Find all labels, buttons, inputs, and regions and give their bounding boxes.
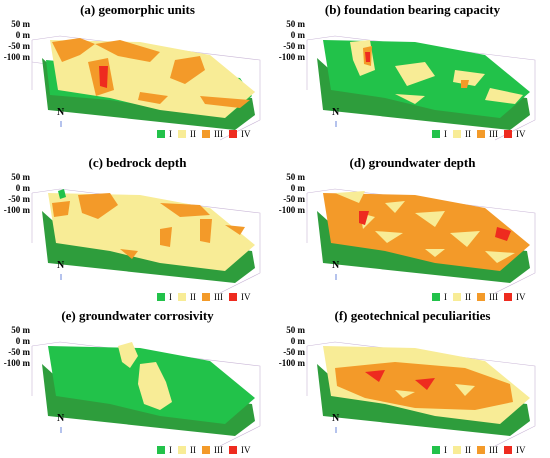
legend-item-I: I bbox=[432, 129, 447, 139]
north-arrow-icon bbox=[60, 121, 62, 127]
axis-label-50m: 50 m bbox=[286, 19, 305, 29]
legend-item-IV: IV bbox=[504, 292, 526, 302]
legend-item-II: II bbox=[453, 445, 471, 455]
axis-label-0m: 0 m bbox=[15, 30, 30, 40]
north-label: N bbox=[57, 107, 65, 118]
north-arrow-icon bbox=[335, 274, 337, 280]
north-arrow-icon bbox=[60, 427, 62, 433]
foundation-bearing-capacity-map bbox=[306, 35, 536, 141]
legend-item-I: I bbox=[157, 292, 172, 302]
legend-item-IV: IV bbox=[504, 129, 526, 139]
legend-item-III: III bbox=[202, 292, 223, 302]
legend-item-I: I bbox=[157, 445, 172, 455]
legend-item-IV: IV bbox=[229, 445, 251, 455]
axis-label-0m: 0 m bbox=[15, 183, 30, 193]
legend-item-IV: IV bbox=[229, 292, 251, 302]
axis-label-minus-50m: -50 m bbox=[283, 347, 305, 357]
panel-c: (c) bedrock depth 50 m 0 m -50 m -100 m … bbox=[0, 153, 275, 305]
north-label: N bbox=[332, 413, 340, 424]
north-label: N bbox=[57, 260, 65, 271]
axis-label-minus-50m: -50 m bbox=[8, 41, 30, 51]
north-arrow-icon bbox=[335, 121, 337, 127]
legend-item-III: III bbox=[477, 292, 498, 302]
axis-label-minus-50m: -50 m bbox=[8, 347, 30, 357]
legend-item-II: II bbox=[453, 129, 471, 139]
legend-item-II: II bbox=[178, 445, 196, 455]
north-label: N bbox=[332, 260, 340, 271]
legend: I II III IV bbox=[432, 128, 526, 140]
panel-d: (d) groundwater depth 50 m 0 m -50 m -10… bbox=[275, 153, 550, 305]
panel-b: (b) foundation bearing capacity 50 m 0 m… bbox=[275, 0, 550, 152]
legend-item-II: II bbox=[178, 292, 196, 302]
legend-item-IV: IV bbox=[504, 445, 526, 455]
panel-title: (c) bedrock depth bbox=[88, 155, 187, 170]
panel-e: (e) groundwater corrosivity 50 m 0 m -50… bbox=[0, 306, 275, 458]
axis-label-minus-100m: -100 m bbox=[3, 52, 30, 62]
panel-title: (e) groundwater corrosivity bbox=[61, 308, 214, 323]
legend: I II III IV bbox=[432, 444, 526, 456]
panel-title: (d) groundwater depth bbox=[349, 155, 476, 170]
legend-item-III: III bbox=[202, 445, 223, 455]
axis-label-0m: 0 m bbox=[290, 30, 305, 40]
legend-item-II: II bbox=[453, 292, 471, 302]
panel-a: (a) geomorphic units 50 m 0 m -50 m -100… bbox=[0, 0, 275, 152]
legend-item-III: III bbox=[477, 129, 498, 139]
legend: I II III IV bbox=[432, 291, 526, 303]
axis-label-50m: 50 m bbox=[286, 172, 305, 182]
legend: I II III IV bbox=[157, 128, 251, 140]
geotechnical-peculiarities-map bbox=[306, 341, 536, 447]
axis-label-50m: 50 m bbox=[286, 325, 305, 335]
legend-item-III: III bbox=[202, 129, 223, 139]
axis-label-50m: 50 m bbox=[11, 172, 30, 182]
axis-label-0m: 0 m bbox=[290, 336, 305, 346]
legend: I II III IV bbox=[157, 444, 251, 456]
axis-label-50m: 50 m bbox=[11, 325, 30, 335]
axis-label-minus-100m: -100 m bbox=[278, 52, 305, 62]
groundwater-depth-map bbox=[306, 188, 536, 294]
axis-label-minus-50m: -50 m bbox=[8, 194, 30, 204]
panel-title: (f) geotechnical peculiarities bbox=[334, 308, 491, 323]
north-arrow-icon bbox=[60, 274, 62, 280]
legend: I II III IV bbox=[157, 291, 251, 303]
axis-label-minus-100m: -100 m bbox=[278, 205, 305, 215]
axis-label-minus-100m: -100 m bbox=[278, 358, 305, 368]
panel-title: (a) geomorphic units bbox=[80, 2, 195, 17]
axis-label-minus-100m: -100 m bbox=[3, 205, 30, 215]
groundwater-corrosivity-map bbox=[31, 341, 261, 447]
legend-item-I: I bbox=[157, 129, 172, 139]
north-label: N bbox=[332, 107, 340, 118]
bedrock-depth-map bbox=[31, 188, 261, 294]
axis-label-minus-50m: -50 m bbox=[283, 41, 305, 51]
axis-label-50m: 50 m bbox=[11, 19, 30, 29]
north-label: N bbox=[57, 413, 65, 424]
axis-label-minus-100m: -100 m bbox=[3, 358, 30, 368]
axis-label-minus-50m: -50 m bbox=[283, 194, 305, 204]
geomorphic-units-map bbox=[31, 35, 261, 141]
legend-item-III: III bbox=[477, 445, 498, 455]
panel-f: (f) geotechnical peculiarities 50 m 0 m … bbox=[275, 306, 550, 458]
panel-title: (b) foundation bearing capacity bbox=[324, 2, 501, 17]
legend-item-II: II bbox=[178, 129, 196, 139]
axis-label-0m: 0 m bbox=[290, 183, 305, 193]
legend-item-IV: IV bbox=[229, 129, 251, 139]
legend-item-I: I bbox=[432, 292, 447, 302]
axis-label-0m: 0 m bbox=[15, 336, 30, 346]
north-arrow-icon bbox=[335, 427, 337, 433]
legend-item-I: I bbox=[432, 445, 447, 455]
